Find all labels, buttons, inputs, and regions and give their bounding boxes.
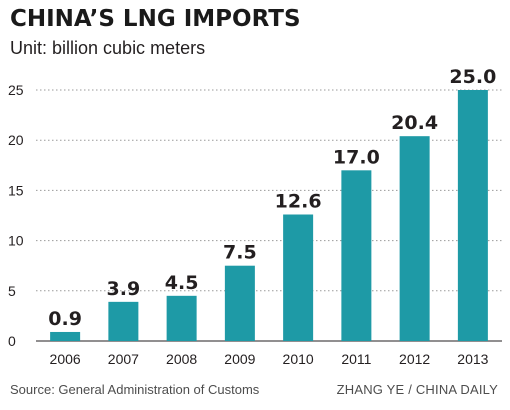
y-tick-label: 10	[8, 233, 24, 249]
data-label: 17.0	[333, 146, 380, 168]
bar	[166, 295, 197, 341]
data-label: 3.9	[107, 278, 141, 300]
x-tick-label: 2012	[399, 351, 430, 367]
data-label: 4.5	[165, 272, 199, 294]
data-label: 7.5	[223, 242, 257, 264]
data-label: 12.6	[275, 190, 322, 212]
data-label: 0.9	[48, 308, 82, 330]
x-tick-label: 2013	[457, 351, 488, 367]
x-tick-label: 2006	[50, 351, 81, 367]
y-tick-label: 25	[8, 82, 24, 98]
bar-chart: 0 5 10 15 20 25 0.9 2006 3.9 2007 4.5 2008 7.5 2009 12…	[8, 66, 502, 367]
y-tick-label: 0	[8, 333, 16, 349]
chart-title: CHINA’S LNG IMPORTS	[10, 6, 301, 32]
bar	[341, 170, 372, 341]
data-label: 25.0	[449, 66, 496, 88]
x-tick-label: 2007	[108, 351, 139, 367]
bar	[399, 136, 430, 341]
y-tick-label: 15	[8, 182, 24, 198]
source-note: Source: General Administration of Custom…	[10, 382, 260, 397]
bar	[50, 331, 81, 341]
bar	[108, 301, 139, 341]
x-tick-label: 2008	[166, 351, 197, 367]
bar	[283, 214, 314, 341]
x-tick-label: 2010	[283, 351, 314, 367]
bar	[224, 265, 255, 341]
y-tick-label: 20	[8, 132, 24, 148]
credit-line: ZHANG YE / CHINA DAILY	[336, 382, 498, 397]
bar	[457, 90, 488, 341]
data-label: 20.4	[391, 112, 438, 134]
chart-subtitle: Unit: billion cubic meters	[10, 38, 206, 58]
x-tick-label: 2011	[341, 351, 371, 367]
x-tick-label: 2009	[224, 351, 255, 367]
y-tick-label: 5	[8, 283, 16, 299]
